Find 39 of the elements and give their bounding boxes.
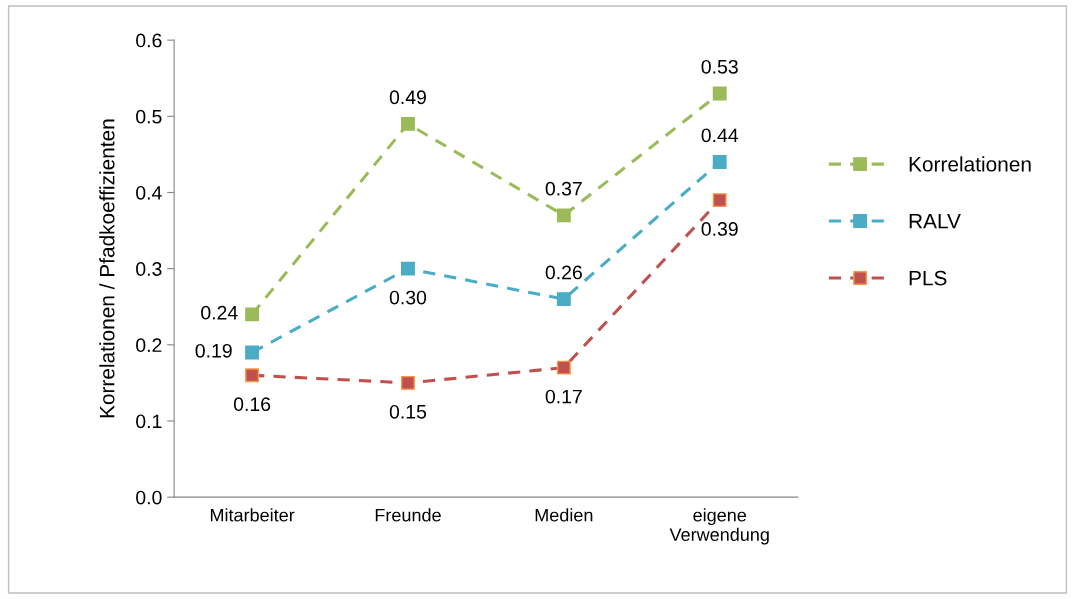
data-label: 0.19 (195, 343, 232, 358)
data-label: 0.15 (389, 404, 427, 419)
point (401, 116, 415, 131)
y-tick-label: 0.5 (136, 109, 162, 124)
point (556, 292, 571, 307)
data-label: 0.24 (201, 305, 238, 320)
legend-label: RALV (909, 214, 961, 229)
x-tick-label: Mitarbeiter (210, 508, 295, 522)
point (712, 155, 727, 169)
point (556, 208, 571, 223)
data-label: 0.49 (389, 90, 426, 105)
x-tick-label: Medien (535, 508, 593, 522)
y-tick-label: 0.1 (136, 414, 162, 429)
y-tick-label: 0.6 (136, 33, 162, 48)
data-label: 0.16 (233, 397, 271, 412)
data-label: 0.26 (545, 265, 582, 280)
legend-label: Korrelationen (909, 156, 1031, 172)
point (712, 193, 727, 208)
y-axis-title: Korrelationen / Pfadkoeffizienten (99, 119, 115, 418)
x-tick-label: Freunde (375, 508, 441, 522)
y-tick-label: 0.4 (136, 185, 162, 200)
legend-label: PLS (909, 270, 947, 286)
data-label: 0.17 (545, 389, 582, 404)
point (556, 360, 571, 375)
point (401, 375, 415, 390)
data-label: 0.37 (545, 181, 582, 196)
x-tick-label: eigene Verwendung (669, 508, 769, 545)
point (245, 307, 260, 322)
data-label: 0.53 (701, 59, 738, 74)
data-label: 0.30 (389, 290, 427, 305)
point (245, 368, 260, 383)
point (401, 261, 415, 276)
y-tick-label: 0.3 (136, 262, 162, 276)
y-tick-label: 0.2 (136, 338, 162, 353)
data-label: 0.44 (701, 128, 739, 143)
y-tick-label: 0.0 (136, 490, 162, 505)
data-label: 0.39 (701, 222, 738, 236)
point (712, 86, 727, 101)
point (245, 345, 260, 360)
